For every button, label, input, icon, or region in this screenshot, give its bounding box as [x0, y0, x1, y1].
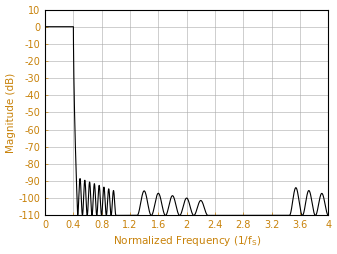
Y-axis label: Magnitude (dB): Magnitude (dB) — [5, 72, 16, 153]
X-axis label: Normalized Frequency (1/f$_\mathregular{S}$): Normalized Frequency (1/f$_\mathregular{… — [113, 234, 261, 248]
